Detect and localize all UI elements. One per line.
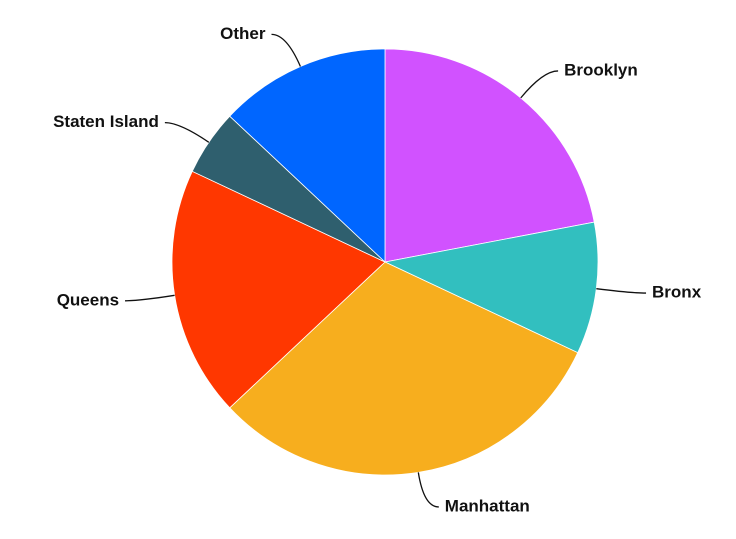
leader-line xyxy=(271,33,302,67)
slice-label: Other xyxy=(220,24,266,43)
pie-slice xyxy=(383,221,599,354)
slice-label: Brooklyn xyxy=(564,60,638,79)
leader-line xyxy=(520,70,559,99)
leader-line xyxy=(164,121,210,143)
pie-slice xyxy=(229,48,386,263)
pie-slice xyxy=(384,48,595,263)
leader-line xyxy=(125,294,175,302)
slice-label: Queens xyxy=(57,290,119,309)
leader-line xyxy=(417,472,439,508)
slice-label: Staten Island xyxy=(53,112,159,131)
pie-slice xyxy=(171,170,386,409)
slice-label: Bronx xyxy=(652,283,702,302)
slice-label: Manhattan xyxy=(445,496,530,515)
leader-line xyxy=(596,288,647,294)
pie-slice xyxy=(229,261,579,476)
